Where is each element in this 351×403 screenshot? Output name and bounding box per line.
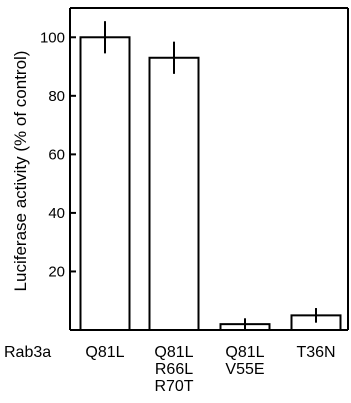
bars (79, 21, 342, 332)
y-axis-title: Luciferase activity (% of control) (11, 51, 30, 292)
bar (148, 56, 200, 331)
y-tick-label: 60 (48, 146, 65, 163)
x-axis-title: Rab3a (4, 344, 51, 361)
x-tick-label: T36N (296, 344, 335, 361)
bar (79, 36, 131, 331)
x-tick-label: V55E (225, 361, 264, 378)
y-tick-label: 20 (48, 263, 65, 280)
x-tick-label: R66L (155, 361, 193, 378)
y-tick-label: 80 (48, 88, 65, 105)
y-tick-label: 100 (40, 29, 65, 46)
x-tick-label: Q81L (154, 344, 193, 361)
labels: 20 40 60 80 100 Luciferase activity (% of con… (4, 29, 336, 395)
y-tick-label: 40 (48, 205, 65, 222)
x-tick-label: Q81L (85, 344, 124, 361)
x-tick-label: R70T (154, 378, 193, 395)
x-tick-label: Q81L (225, 344, 264, 361)
